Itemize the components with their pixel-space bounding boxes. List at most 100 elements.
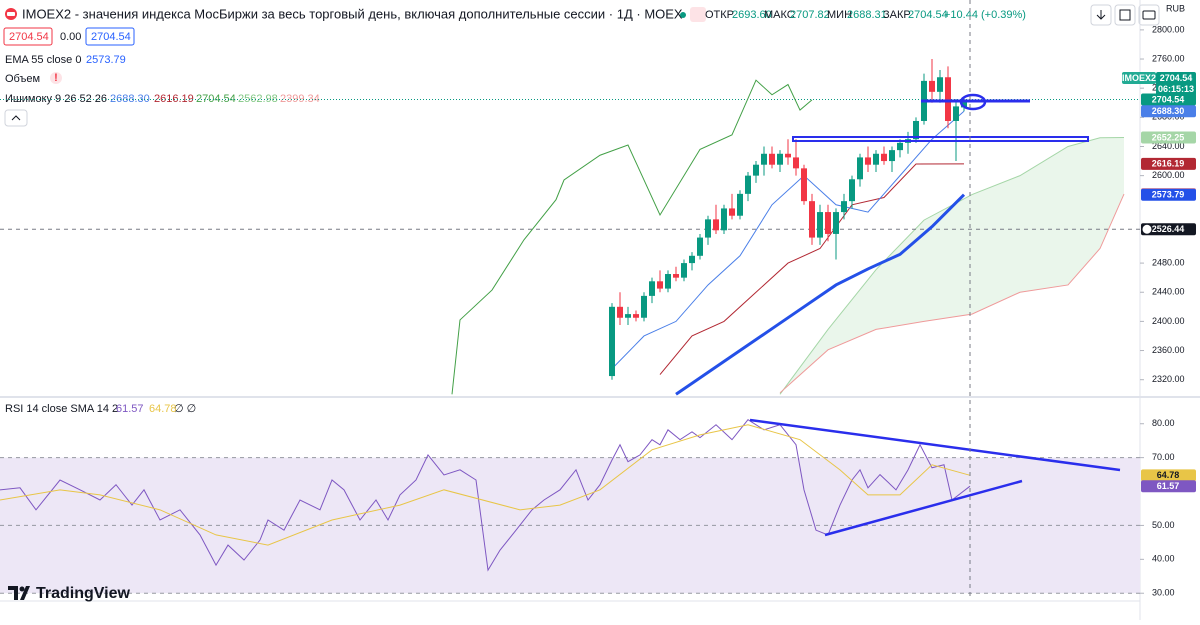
rsi-line: [0, 424, 971, 546]
candle-body: [953, 106, 959, 121]
market-status: [680, 12, 686, 18]
y-tick-label: 80.00: [1152, 418, 1175, 428]
y-tick-label: 2440.00: [1152, 287, 1185, 297]
rsi-badge-text: 61.57: [1157, 481, 1180, 491]
ichimoku-value: 2616.19: [154, 93, 194, 105]
legend-toggle[interactable]: [4, 109, 28, 127]
price-pane: 2320.00 2360.00 2400.00 2440.00 2480.00 2600.…: [0, 24, 1196, 396]
ichimoku-legend[interactable]: Ишимоку 9 26 52 26: [5, 93, 107, 105]
candle-body: [801, 168, 807, 202]
snapshot-icon: [1142, 10, 1156, 20]
symbol-title[interactable]: IMOEX2 - значения индекса МосБиржи за ве…: [22, 6, 683, 21]
senkou-a: [779, 137, 1125, 395]
y-tick-label: 2800.00: [1152, 24, 1185, 34]
tv-logo-icon: [8, 586, 30, 600]
candle-body: [761, 153, 767, 165]
candle-body: [665, 274, 671, 289]
y-tick-label: 2760.00: [1152, 53, 1185, 63]
candle-body: [745, 175, 751, 194]
ichimoku-value: 2399.34: [280, 93, 320, 105]
y-tick-label: 50.00: [1152, 520, 1175, 530]
rsi-badge: [1141, 469, 1196, 482]
volume-legend[interactable]: Объем: [5, 73, 40, 85]
y-tick-label: 30.00: [1152, 588, 1175, 598]
indicator-line: [451, 79, 813, 395]
candle-body: [609, 306, 615, 377]
candle-body: [857, 157, 863, 180]
rsi-line: [0, 418, 971, 572]
price-badge: [1141, 188, 1196, 201]
candle-body: [649, 281, 655, 296]
ema-legend-value: 2573.79: [86, 54, 126, 66]
candle-body: [681, 263, 687, 278]
y-tick-label: 70.00: [1152, 452, 1175, 462]
price-badge: [1141, 93, 1196, 106]
price-badge: [1141, 131, 1196, 144]
candle-body: [889, 150, 895, 162]
drawing-circle[interactable]: [959, 93, 987, 111]
ichimoku-cloud: [780, 137, 1124, 395]
candle-body: [697, 237, 703, 256]
rsi-legend[interactable]: RSI 14 close SMA 14 2: [5, 403, 118, 415]
candle-body: [833, 212, 839, 234]
candle-body: [769, 153, 775, 165]
high-label: МАКС: [764, 9, 795, 21]
last-price-badge-text: 2704.54: [1160, 73, 1193, 83]
rsi-legend-empty: ∅ ∅: [174, 403, 196, 415]
y-tick-label: 2480.00: [1152, 257, 1185, 267]
candle-body: [881, 153, 887, 162]
currency[interactable]: RUB: [1166, 3, 1185, 13]
y-tick-label: 40.00: [1152, 554, 1175, 564]
fullscreen-button[interactable]: [1114, 4, 1136, 26]
snapshot-button[interactable]: [1138, 4, 1160, 26]
rsi-badge: [1141, 480, 1196, 493]
close-value: 2704.54: [908, 9, 948, 21]
candle-body: [945, 77, 951, 121]
buy-price: 2704.54: [91, 31, 131, 43]
ichimoku-value: 2688.30: [110, 93, 150, 105]
open-value: 2693.60: [732, 9, 772, 21]
add-alert: [1141, 223, 1153, 235]
candle-body: [689, 255, 695, 264]
candle-body: [713, 219, 719, 231]
symbol-logo-mark: [7, 12, 15, 16]
candle-body: [809, 201, 815, 238]
rsi-legend-value: 61.57: [116, 403, 144, 415]
sell-box[interactable]: [3, 27, 53, 46]
candle-body: [913, 120, 919, 140]
candle-body: [625, 314, 631, 318]
candle-body: [777, 153, 783, 165]
ema-legend[interactable]: EMA 55 close 0: [5, 54, 81, 66]
price-badge-text: 2616.19: [1152, 159, 1185, 169]
collapse-button[interactable]: [1090, 4, 1112, 26]
volume-warning-mark: !: [54, 72, 58, 84]
candle-body: [865, 157, 871, 165]
countdown: 06:15:13: [1158, 84, 1194, 94]
drawing-trendline[interactable]: [824, 479, 1023, 537]
tv-logo[interactable]: TradingView: [36, 585, 131, 602]
indicator-line: [675, 193, 966, 396]
status-icon: [690, 7, 706, 22]
senkou-b: [779, 193, 1125, 394]
indicator-line: [659, 163, 965, 375]
candle-body: [825, 212, 831, 234]
symbol-badge: [1122, 72, 1156, 84]
price-badge-text: 2704.54: [1152, 94, 1185, 104]
candle-body: [937, 77, 943, 92]
candle-body: [817, 212, 823, 238]
buy-box[interactable]: [85, 27, 135, 46]
drawing-rectangle[interactable]: [792, 136, 1089, 142]
drawing-trendline[interactable]: [749, 418, 1121, 472]
candle-body: [705, 219, 711, 238]
low-label: МИН: [827, 9, 852, 21]
candle-body: [849, 179, 855, 202]
y-tick-label: 2600.00: [1152, 170, 1185, 180]
tv-logo-dot: [19, 586, 25, 592]
price-badge-text: 2573.79: [1152, 190, 1185, 200]
volume-warning[interactable]: [50, 72, 62, 84]
candle-body: [721, 208, 727, 231]
y-tick-label: 2400.00: [1152, 316, 1185, 326]
